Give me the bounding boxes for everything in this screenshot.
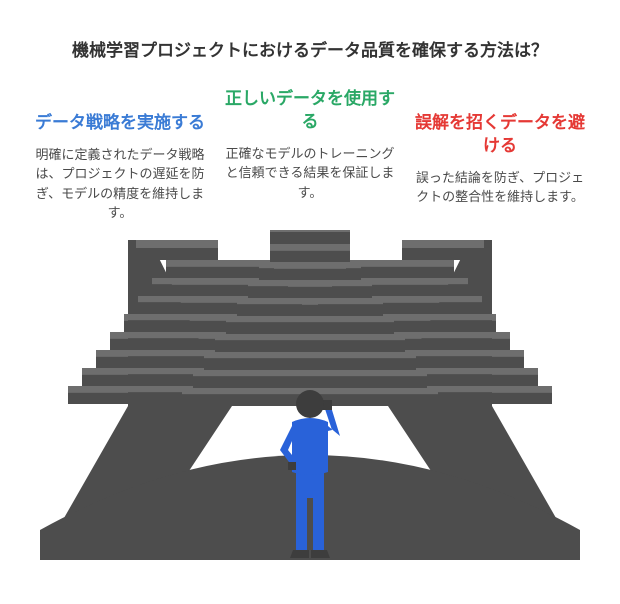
columns: データ戦略を実施する 明確に定義されたデータ戦略は、プロジェクトの遅延を防ぎ、モ… <box>30 88 590 223</box>
column-right: 誤解を招くデータを避ける 誤った結論を防ぎ、プロジェクトの整合性を維持します。 <box>410 112 590 223</box>
page-title: 機械学習プロジェクトにおけるデータ品質を確保する方法は？ <box>0 36 620 61</box>
column-center: 正しいデータを使用する 正確なモデルのトレーニングと信頼できる結果を保証します。 <box>220 88 400 223</box>
stairs-graphic <box>0 230 620 590</box>
column-center-heading: 正しいデータを使用する <box>220 88 400 134</box>
column-right-body: 誤った結論を防ぎ、プロジェクトの整合性を維持します。 <box>410 168 590 207</box>
column-left-heading: データ戦略を実施する <box>30 112 210 135</box>
column-center-body: 正確なモデルのトレーニングと信頼できる結果を保証します。 <box>220 144 400 203</box>
column-right-heading: 誤解を招くデータを避ける <box>410 112 590 158</box>
column-left-body: 明確に定義されたデータ戦略は、プロジェクトの遅延を防ぎ、モデルの精度を維持します… <box>30 145 210 223</box>
column-left: データ戦略を実施する 明確に定義されたデータ戦略は、プロジェクトの遅延を防ぎ、モ… <box>30 112 210 223</box>
